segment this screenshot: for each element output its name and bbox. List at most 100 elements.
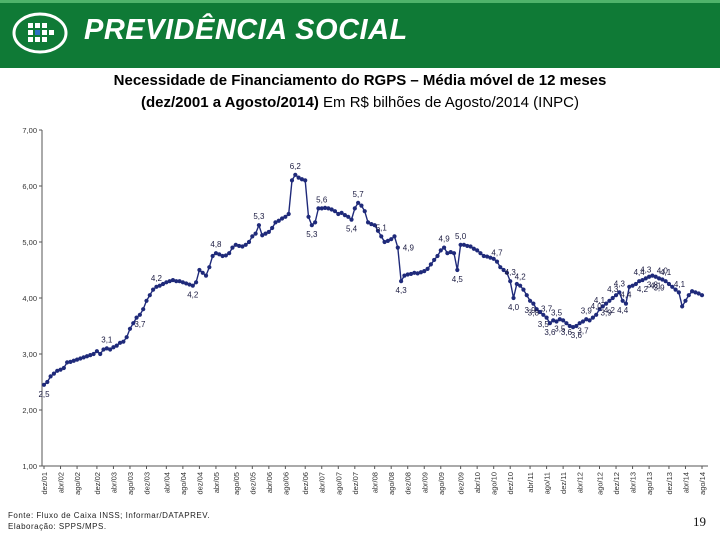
- data-point: [61, 365, 66, 371]
- previdencia-logo-icon: [12, 12, 68, 54]
- data-label: 3,9: [653, 283, 665, 292]
- x-tick-label: ago/09: [437, 472, 446, 495]
- data-point: [322, 205, 328, 210]
- data-point: [399, 279, 404, 284]
- data-point: [547, 321, 552, 326]
- data-point: [124, 335, 129, 340]
- page-number: 19: [693, 514, 706, 529]
- data-point: [693, 290, 698, 295]
- data-point: [279, 216, 285, 221]
- data-label: 3,5: [551, 309, 563, 318]
- data-point: [475, 248, 480, 253]
- title-period: (dez/2001 a Agosto/2014): [141, 94, 319, 111]
- data-label: 4,1: [660, 268, 672, 277]
- data-point: [51, 371, 57, 376]
- data-point: [270, 225, 275, 231]
- data-label: 3,6: [571, 331, 583, 340]
- data-point: [313, 220, 318, 225]
- data-point: [299, 177, 305, 182]
- x-tick-label: ago/02: [73, 472, 82, 495]
- data-point: [518, 283, 523, 288]
- data-point: [577, 321, 582, 326]
- data-point: [441, 245, 447, 250]
- data-point: [432, 257, 437, 263]
- data-point: [620, 298, 625, 303]
- x-tick-label: ago/06: [281, 472, 290, 495]
- x-tick-label: abr/07: [318, 472, 327, 493]
- data-point: [342, 213, 347, 218]
- x-tick-label: dez/05: [248, 472, 257, 495]
- y-tick-label: 3,00: [22, 350, 37, 359]
- data-point: [689, 289, 695, 294]
- data-point: [236, 243, 242, 249]
- data-label: 5,6: [316, 195, 328, 204]
- data-point: [157, 283, 162, 288]
- data-point: [217, 252, 222, 257]
- prepared-note: Elaboração: SPPS/MPS.: [8, 522, 107, 531]
- data-point: [240, 244, 245, 249]
- data-label: 4,5: [452, 275, 464, 284]
- x-tick-label: ago/04: [179, 472, 188, 495]
- data-point: [504, 270, 510, 275]
- data-point: [478, 251, 483, 256]
- data-point: [154, 284, 159, 289]
- data-label: 3,5: [554, 324, 566, 333]
- data-point: [114, 343, 119, 348]
- data-label: 4,4: [620, 291, 632, 300]
- data-point: [617, 290, 622, 295]
- x-tick-label: ago/11: [543, 472, 552, 494]
- data-point: [660, 277, 665, 282]
- data-point: [630, 283, 635, 288]
- data-point: [511, 295, 516, 301]
- data-label: 3,9: [524, 306, 536, 315]
- data-point: [590, 315, 595, 320]
- data-label: 4,2: [604, 306, 616, 315]
- data-label: 4,3: [396, 286, 408, 295]
- data-point: [531, 301, 536, 306]
- x-tick-label: ago/10: [490, 472, 499, 495]
- data-point: [200, 270, 205, 275]
- data-label: 5,7: [353, 190, 365, 199]
- data-label: 3,7: [134, 320, 146, 329]
- data-point: [81, 355, 86, 360]
- data-label: 5,3: [306, 230, 318, 239]
- x-tick-label: abr/10: [473, 472, 482, 493]
- x-tick-label: ago/03: [126, 472, 135, 495]
- line-chart: 1,00 2,00 3,00 4,00 5,00 6,00 7,00 dez/01 abr/02…: [22, 126, 708, 495]
- data-point: [184, 281, 189, 286]
- data-point: [233, 242, 238, 247]
- y-tick-label: 5,00: [22, 238, 37, 247]
- data-point: [336, 211, 341, 217]
- data-point: [319, 206, 324, 211]
- source-note: Fonte: Fluxo de Caixa INSS; Informar/DAT…: [8, 511, 211, 520]
- data-point: [607, 298, 612, 303]
- data-label: 3,1: [101, 335, 113, 344]
- data-point: [527, 298, 533, 303]
- data-point: [187, 282, 192, 287]
- data-label: 3,7: [541, 305, 553, 314]
- data-point: [680, 304, 685, 309]
- data-point: [356, 200, 361, 205]
- data-point: [448, 249, 453, 255]
- data-point: [646, 274, 652, 279]
- y-tick-label: 7,00: [22, 126, 37, 135]
- data-point: [160, 281, 166, 287]
- data-label: 5,1: [376, 223, 388, 232]
- data-point: [580, 319, 586, 324]
- data-point: [534, 307, 539, 312]
- data-label: 4,4: [634, 268, 646, 277]
- data-point: [55, 368, 60, 373]
- data-point: [521, 287, 526, 292]
- data-point: [346, 214, 351, 219]
- data-point: [389, 237, 394, 242]
- data-point: [481, 253, 486, 259]
- y-tick-label: 1,00: [22, 462, 37, 471]
- data-label: 4,2: [637, 285, 649, 294]
- data-point: [405, 272, 410, 277]
- data-point: [676, 290, 681, 295]
- data-point: [514, 281, 519, 287]
- data-point: [243, 242, 248, 247]
- data-point: [329, 207, 334, 212]
- data-point: [326, 206, 331, 211]
- data-point: [276, 218, 281, 223]
